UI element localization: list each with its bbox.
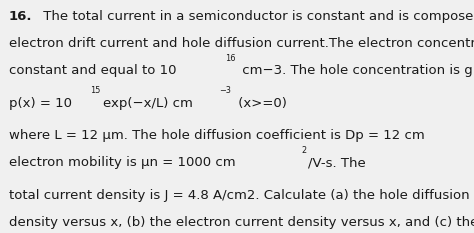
Text: constant and equal to 10: constant and equal to 10 xyxy=(9,64,176,77)
Text: 16: 16 xyxy=(225,54,235,63)
Text: exp(−x/L) cm: exp(−x/L) cm xyxy=(103,97,193,110)
Text: electron mobility is μn = 1000 cm: electron mobility is μn = 1000 cm xyxy=(9,156,235,169)
Text: density versus x, (b) the electron current density versus x, and (c) the electri: density versus x, (b) the electron curre… xyxy=(9,216,474,229)
Text: 16.: 16. xyxy=(9,10,32,24)
Text: /V-s. The: /V-s. The xyxy=(308,156,365,169)
Text: where L = 12 μm. The hole diffusion coefficient is Dp = 12 cm: where L = 12 μm. The hole diffusion coef… xyxy=(9,129,424,142)
Text: −3: −3 xyxy=(219,86,231,95)
Text: electron drift current and hole diffusion current.The electron concentration is: electron drift current and hole diffusio… xyxy=(9,37,474,50)
Text: (x>=0): (x>=0) xyxy=(235,97,287,110)
Text: total current density is J = 4.8 A/cm2. Calculate (a) the hole diffusion current: total current density is J = 4.8 A/cm2. … xyxy=(9,189,474,202)
Text: p(x) = 10: p(x) = 10 xyxy=(9,97,72,110)
Text: The total current in a semiconductor is constant and is composed of: The total current in a semiconductor is … xyxy=(39,10,474,24)
Text: 15: 15 xyxy=(90,86,100,95)
Text: cm−3. The hole concentration is given by: cm−3. The hole concentration is given by xyxy=(238,64,474,77)
Text: 2: 2 xyxy=(301,146,306,155)
